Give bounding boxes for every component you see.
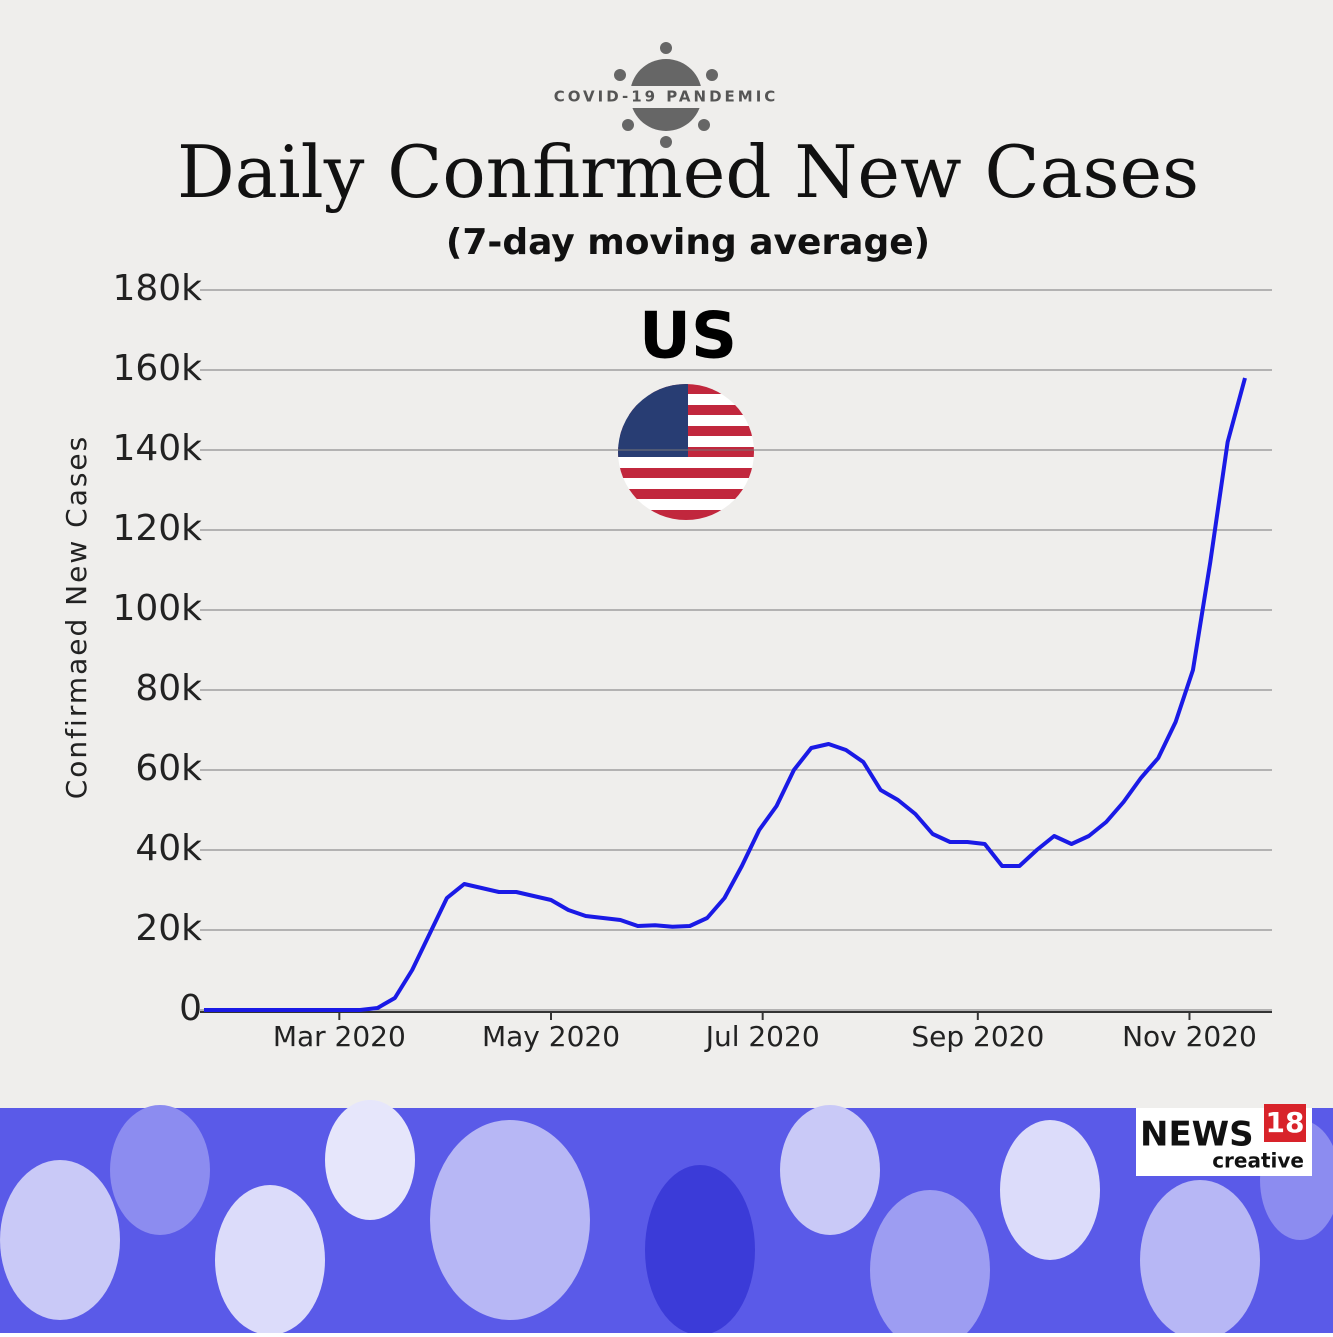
country-label: US [639,300,737,374]
logo-badge [1264,1104,1306,1142]
y-tick-label: 140k [112,428,202,469]
x-tick-label: Nov 2020 [1122,1020,1257,1053]
chart-subtitle: (7-day moving average) [446,222,930,263]
logo-name: NEWS [1140,1115,1254,1155]
y-tick-label: 100k [112,588,202,629]
y-tick-label: 60k [135,748,202,789]
x-tick-label: Jul 2020 [704,1020,820,1053]
logo-tagline: creative [1212,1149,1304,1173]
y-tick-label: 160k [112,348,202,389]
plot: 0 20k 40k 60k 80k 100k 120k 140k 160k 180k Mar 202… [112,268,1272,1053]
people-illustration [0,1100,1333,1337]
kicker-bg [540,86,792,108]
y-axis-label: Confirmaed New Cases [60,435,93,800]
x-tick-label: May 2020 [482,1020,620,1053]
y-tick-label: 0 [179,988,202,1029]
y-tick-label: 180k [112,268,202,309]
kicker: COVID-19 PANDEMIC [554,88,779,106]
y-tick-label: 40k [135,828,202,869]
y-tick-label: 120k [112,508,202,549]
chart-title: Daily Confirmed New Cases [177,130,1199,214]
line-series [204,377,1247,1012]
y-tick-label: 80k [135,668,202,709]
x-tick-label: Mar 2020 [273,1020,406,1053]
x-tick-label: Sep 2020 [911,1020,1044,1053]
y-tick-label: 20k [135,908,202,949]
us-flag [618,384,754,520]
logo-number: 18 [1266,1106,1305,1139]
